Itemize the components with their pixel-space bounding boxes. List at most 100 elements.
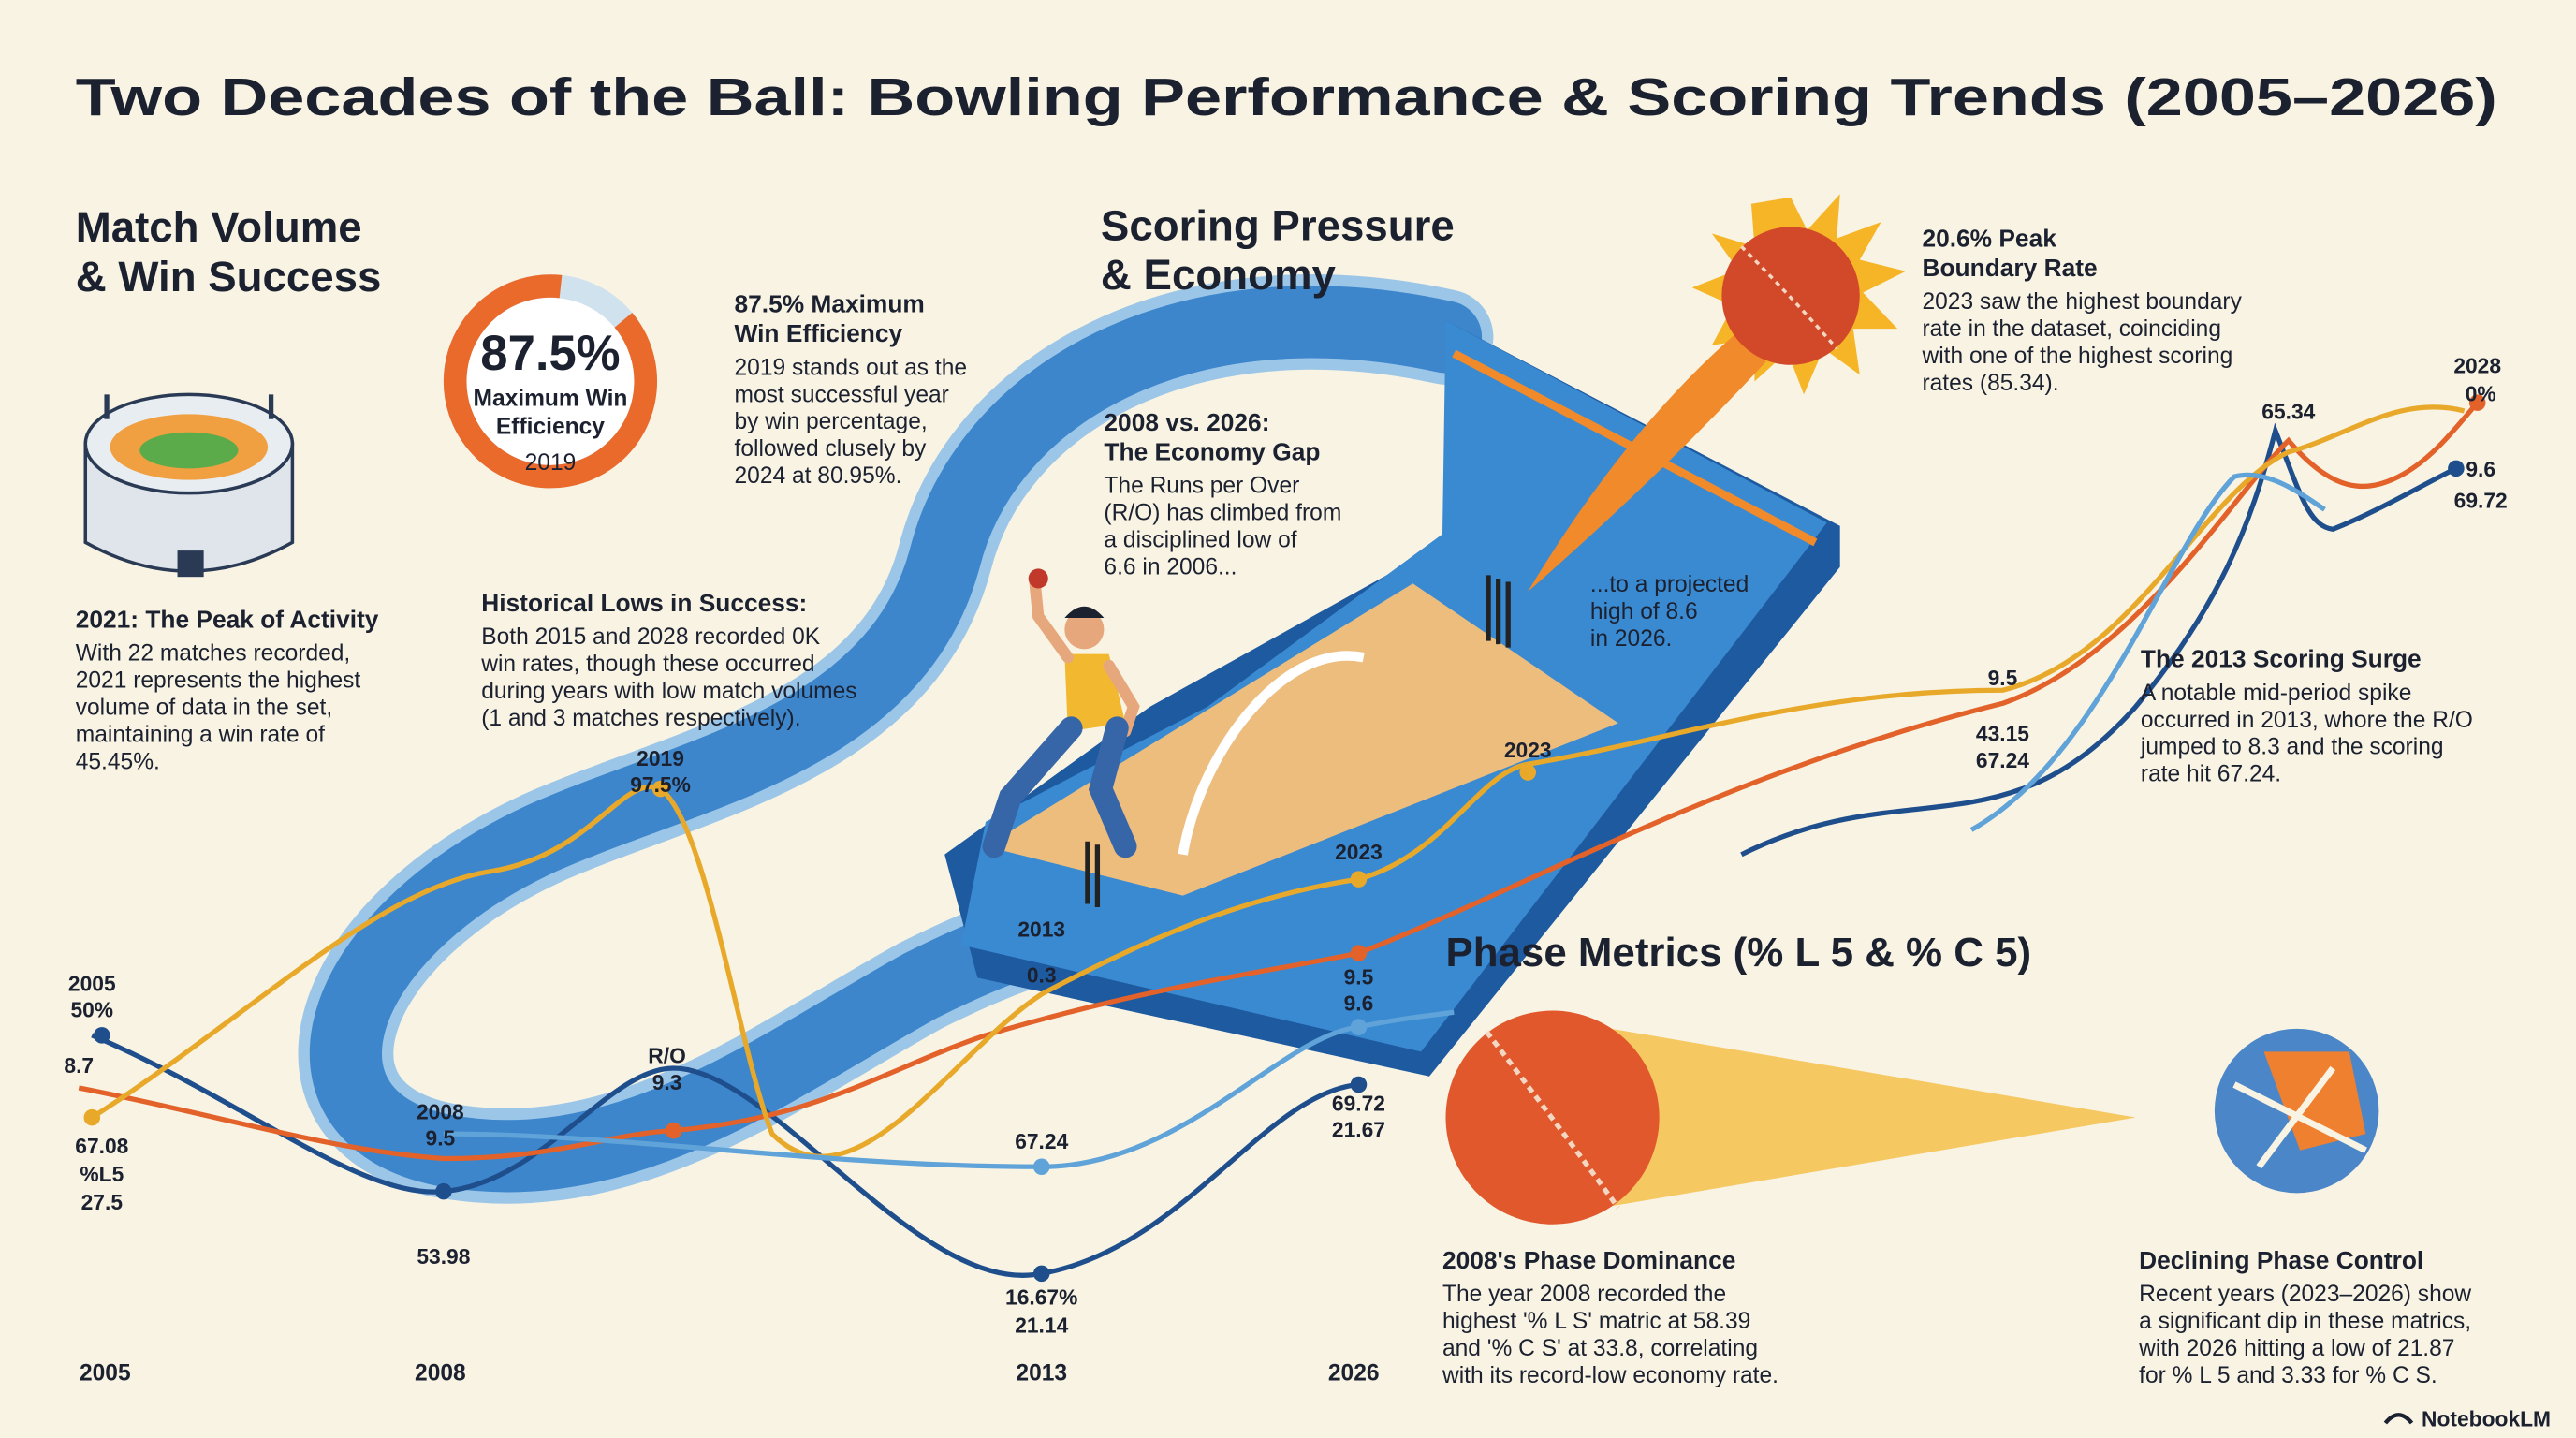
year-label: 2008 [415, 1360, 466, 1386]
year-label: 2005 [80, 1360, 131, 1386]
block-body: for % L 5 and 3.33 for % C S. [2139, 1363, 2437, 1388]
curve-label: 2028 [2453, 354, 2501, 378]
curve-label: 2008 [417, 1099, 464, 1123]
curve-navy [1740, 422, 2457, 858]
bowler-arm [1029, 578, 1074, 664]
block-body: a significant dip in these matrics, [2139, 1309, 2471, 1334]
bowler-ball [1028, 568, 1048, 589]
block-heading: 2008's Phase Dominance [1442, 1246, 1735, 1274]
curve-label: 21.67 [1332, 1118, 1385, 1142]
block-heading: The 2013 Scoring Surge [2141, 645, 2422, 673]
donut-caption: Maximum Win [473, 387, 627, 412]
block-heading: 2021: The Peak of Activity [76, 606, 379, 634]
section-heading: & Win Success [76, 253, 382, 301]
donut-caption: Efficiency [496, 414, 605, 439]
point [435, 1182, 452, 1200]
block-heading: Boundary Rate [1922, 254, 2097, 282]
curve-lightblue [1969, 472, 2326, 832]
block-body: The year 2008 recorded the [1442, 1282, 1726, 1307]
curve-label: 67.24 [1015, 1129, 1068, 1153]
curve-label: 9.5 [1988, 666, 2018, 690]
block-body: by win percentage, [735, 409, 928, 434]
stadium-icon [83, 392, 295, 578]
phase-ball-seam [1485, 1030, 1620, 1210]
section-heading: & Economy [1101, 251, 1337, 299]
boundary-ball [1528, 194, 1906, 592]
block-body: win rates, though these occurred [480, 652, 814, 677]
point [1350, 1076, 1368, 1093]
curve-label: 2013 [1017, 917, 1065, 942]
bowler-head [1064, 609, 1105, 650]
stadium-field [139, 432, 239, 469]
footer: NotebookLM [2422, 1407, 2551, 1431]
bowler-hair [1064, 606, 1105, 619]
point [1519, 764, 1537, 781]
curve-label: 16.67% [1005, 1285, 1077, 1310]
curve-label: R/O [648, 1044, 686, 1068]
block-body: during years with low match volumes [481, 679, 856, 704]
block-body: ...to a projected [1590, 572, 1749, 597]
curve-label: 53.98 [417, 1244, 470, 1269]
curve-points [83, 394, 2486, 1283]
curve-label: 97.5% [630, 772, 691, 797]
block-body: Recent years (2023–2026) show [2139, 1282, 2471, 1307]
point [2468, 394, 2486, 411]
block-body: and '% C S' at 33.8, correlating [1442, 1336, 1758, 1361]
curve-label: 69.72 [2454, 488, 2508, 512]
curve-label: 0% [2466, 381, 2496, 405]
block-body: 6.6 in 2006... [1104, 555, 1237, 580]
curve-label: 9.3 [652, 1070, 682, 1094]
block-body: volume of data in the set, [76, 696, 332, 721]
curve-label: 67.08 [75, 1134, 128, 1158]
curve-label: 65.34 [2261, 400, 2315, 424]
stadium-gate [177, 550, 204, 578]
globe-patch [2263, 1051, 2366, 1151]
block-heading: 2008 vs. 2026: [1104, 408, 1269, 436]
curve-label: 2023 [1335, 840, 1383, 864]
block-body: The Runs per Over [1104, 474, 1299, 499]
block-body: with 2026 hitting a low of 21.87 [2138, 1336, 2454, 1361]
ribbon [310, 286, 1483, 1193]
footer-icon [2383, 1413, 2414, 1425]
block-body: maintaining a win rate of [76, 723, 325, 748]
globe-cracks [2232, 1065, 2367, 1169]
block-body: A notable mid-period spike [2141, 681, 2411, 706]
block-body: (R/O) has climbed from [1104, 501, 1341, 526]
block-body: most successful year [735, 382, 949, 407]
point [94, 1027, 110, 1044]
block-body: followed clusely by [735, 436, 928, 462]
curve-label: 2005 [68, 971, 116, 995]
bowler-arm [1103, 659, 1140, 738]
ball-arc [1178, 651, 1365, 856]
section-heading: Match Volume [76, 203, 362, 251]
title: Two Decades of the Ball: Bowling Perform… [76, 67, 2497, 126]
donut-value: 87.5% [480, 326, 620, 381]
curve-label: 27.5 [81, 1190, 124, 1214]
block-body: with its record-low economy rate. [1442, 1363, 1778, 1388]
block-body: with one of the highest scoring [1921, 344, 2232, 369]
point [651, 780, 669, 798]
point [1350, 1019, 1368, 1035]
curve-label: 9.6 [2466, 457, 2496, 481]
ball-seam [1740, 245, 1838, 350]
year-label: 2026 [1328, 1360, 1380, 1386]
curve-label: 2023 [1504, 738, 1552, 762]
curve-lightblue [443, 1009, 1455, 1169]
curve-label: 50% [70, 998, 113, 1022]
point [1032, 1158, 1050, 1176]
bowler [982, 568, 1140, 858]
block-body: rate hit 67.24. [2141, 762, 2281, 787]
block-heading: Declining Phase Control [2139, 1246, 2423, 1274]
block-body: in 2026. [1590, 626, 1672, 652]
curve-label: 69.72 [1332, 1092, 1385, 1116]
curve-label: 43.15 [1976, 722, 2029, 746]
block-body: 2021 represents the highest [76, 668, 361, 694]
block-body: 2019 stands out as the [735, 355, 968, 380]
block-heading: 20.6% Peak [1922, 224, 2056, 252]
point [1032, 1265, 1050, 1283]
point [1350, 945, 1368, 961]
point [83, 1108, 101, 1126]
